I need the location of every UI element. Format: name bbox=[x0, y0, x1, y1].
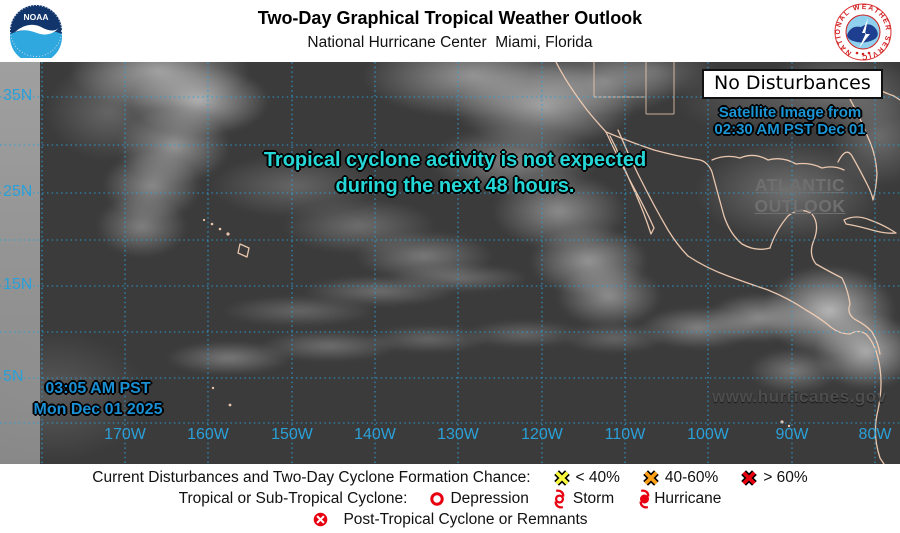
legend-row-cyclone-types: Tropical or Sub-Tropical Cyclone: Depres… bbox=[178, 488, 722, 509]
page-title: Two-Day Graphical Tropical Weather Outlo… bbox=[257, 8, 643, 28]
storm-icon bbox=[554, 488, 565, 509]
legend-item-hurricane: Hurricane bbox=[636, 488, 722, 509]
lon-label-150w: 150W bbox=[271, 426, 313, 443]
hurricanes-gov-watermark: www.hurricanes.gov bbox=[712, 387, 887, 406]
latlon-grid bbox=[0, 62, 900, 464]
legend-item-40-60: 40-60% bbox=[642, 468, 718, 488]
legend-item-lt40: < 40% bbox=[553, 468, 620, 488]
outlook-message-line1: Tropical cyclone activity is not expecte… bbox=[263, 149, 647, 171]
legend-cyclone-label: Tropical or Sub-Tropical Cyclone: bbox=[178, 489, 408, 507]
hurricane-icon bbox=[639, 488, 650, 509]
atlantic-outlook-line2: OUTLOOK bbox=[754, 196, 846, 216]
satellite-note: Satellite Image from 02:30 AM PST Dec 01 bbox=[665, 104, 900, 138]
noaa-logo[interactable]: NOAA bbox=[9, 4, 63, 58]
legend-row-formation-chance: Current Disturbances and Two-Day Cyclone… bbox=[92, 468, 807, 488]
lat-label-25n: 25N bbox=[3, 183, 33, 200]
lon-label-90w: 90W bbox=[775, 426, 809, 443]
legend-hurricane-label: Hurricane bbox=[654, 489, 722, 507]
issuance-time: 03:05 AM PST bbox=[45, 380, 151, 397]
issuance-timestamp: 03:05 AM PST Mon Dec 01 2025 bbox=[18, 378, 178, 420]
legend-storm-label: Storm bbox=[572, 489, 615, 507]
legend-item-depression: Depression bbox=[429, 489, 529, 509]
status-box: No Disturbances bbox=[702, 69, 883, 99]
coastline-overlay bbox=[202, 62, 900, 464]
atlantic-outlook-link[interactable]: ATLANTIC OUTLOOK bbox=[730, 175, 870, 217]
post-tropical-icon bbox=[314, 512, 328, 527]
satellite-edge-band bbox=[0, 62, 40, 464]
lon-label-160w: 160W bbox=[187, 426, 229, 443]
legend-item-gt60: > 60% bbox=[740, 468, 808, 488]
lon-label-100w: 100W bbox=[687, 426, 729, 443]
outlook-message-line2: during the next 48 hours. bbox=[335, 175, 575, 197]
legend-chance-label: Current Disturbances and Two-Day Cyclone… bbox=[92, 468, 531, 486]
legend-depression-label: Depression bbox=[450, 489, 529, 507]
yellow-x-icon bbox=[553, 469, 570, 486]
legend-40-60-label: 40-60% bbox=[664, 468, 719, 486]
lat-label-5n: 5N bbox=[3, 368, 24, 385]
depression-icon bbox=[430, 491, 445, 506]
satellite-note-line2: 02:30 AM PST Dec 01 bbox=[714, 121, 866, 138]
atlantic-outlook-line1: ATLANTIC bbox=[754, 175, 846, 195]
outlook-message: Tropical cyclone activity is not expecte… bbox=[155, 147, 755, 199]
legend-gt60-label: > 60% bbox=[763, 468, 808, 486]
noaa-logo-text: NOAA bbox=[23, 12, 48, 22]
lon-label-170w: 170W bbox=[104, 426, 146, 443]
satellite-clouds bbox=[0, 62, 900, 464]
red-x-icon bbox=[741, 469, 758, 486]
lat-label-15n: 15N bbox=[3, 276, 33, 293]
lon-label-110w: 110W bbox=[604, 426, 646, 443]
satellite-map[interactable]: 35N 25N 15N 5N 170W 160W 150W 140W 130W … bbox=[0, 62, 900, 464]
legend-lt40-label: < 40% bbox=[575, 468, 620, 486]
lon-label-140w: 140W bbox=[354, 426, 396, 443]
legend-item-storm: Storm bbox=[551, 488, 615, 509]
lon-label-120w: 120W bbox=[521, 426, 563, 443]
satellite-note-line1: Satellite Image from bbox=[718, 104, 862, 121]
legend: Current Disturbances and Two-Day Cyclone… bbox=[0, 464, 900, 533]
legend-row-post-tropical: Post-Tropical Cyclone or Remnants bbox=[312, 510, 588, 530]
lon-label-130w: 130W bbox=[437, 426, 479, 443]
header: NOAA Two-Day Graphical Tropical Weather … bbox=[0, 0, 900, 62]
page-subtitle: National Hurricane Center Miami, Florida bbox=[307, 34, 593, 51]
lat-label-35n: 35N bbox=[3, 87, 33, 104]
nws-logo[interactable]: NATIONAL WEATHER SERVICE bbox=[834, 3, 892, 61]
orange-x-icon bbox=[643, 469, 659, 486]
issuance-date: Mon Dec 01 2025 bbox=[33, 401, 163, 418]
legend-post-tropical-label: Post-Tropical Cyclone or Remnants bbox=[343, 510, 588, 528]
lon-label-80w: 80W bbox=[858, 426, 892, 443]
